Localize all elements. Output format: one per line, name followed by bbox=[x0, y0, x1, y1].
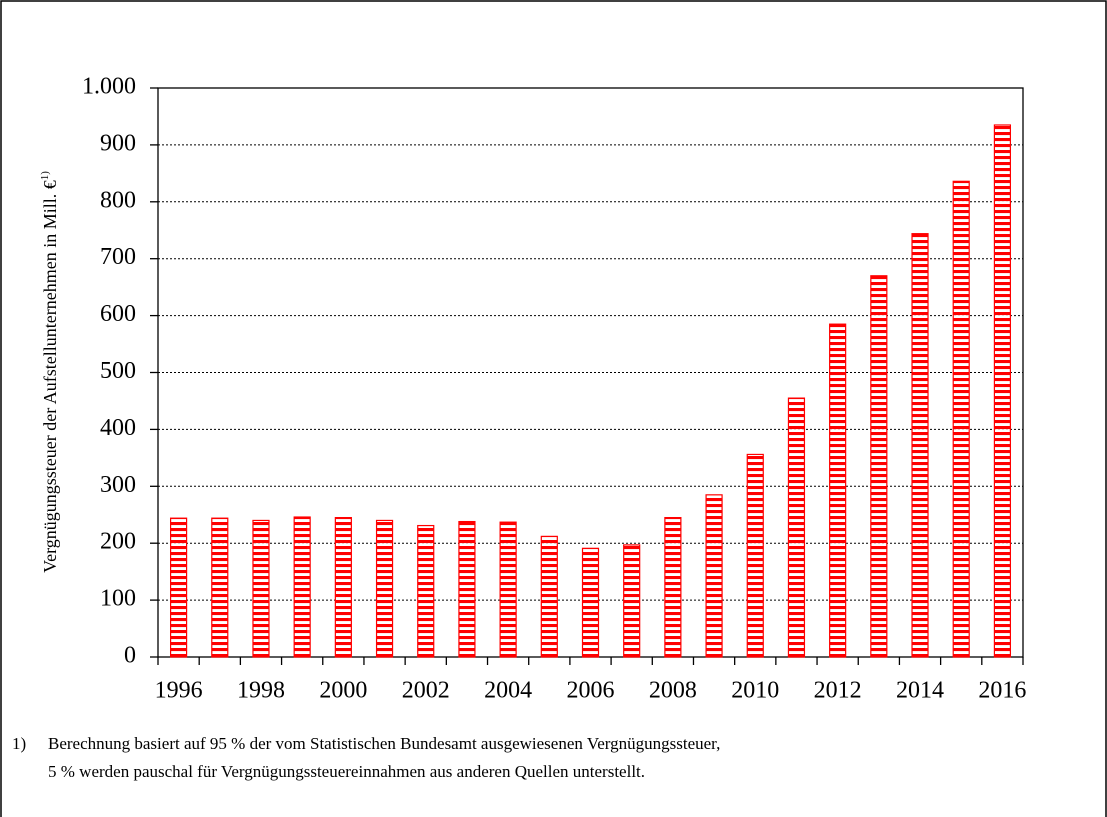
bar bbox=[746, 453, 764, 658]
bar bbox=[540, 535, 558, 658]
y-tick-label: 400 bbox=[100, 415, 136, 441]
x-tick-label: 2014 bbox=[896, 678, 944, 704]
x-tick-label: 2010 bbox=[731, 678, 779, 704]
x-tick-label: 2000 bbox=[319, 678, 367, 704]
x-tick-label: 1996 bbox=[155, 678, 203, 704]
x-tick-label: 2004 bbox=[484, 678, 532, 704]
footnote-line: 5 % werden pauschal für Vergnügungssteue… bbox=[48, 762, 645, 781]
bar bbox=[211, 517, 229, 658]
bar bbox=[952, 180, 970, 658]
y-label-note: 1) bbox=[39, 171, 51, 181]
y-tick-label: 900 bbox=[100, 130, 136, 156]
bar bbox=[334, 516, 352, 658]
bar bbox=[623, 544, 641, 658]
y-tick-label: 0 bbox=[124, 643, 136, 669]
x-tick-label: 2012 bbox=[814, 678, 862, 704]
x-tick-label: 2008 bbox=[649, 678, 697, 704]
y-tick-label: 100 bbox=[100, 586, 136, 612]
y-tick-label: 500 bbox=[100, 358, 136, 384]
y-tick-label: 200 bbox=[100, 529, 136, 555]
bar bbox=[499, 521, 517, 658]
bar bbox=[169, 517, 188, 658]
bar bbox=[664, 516, 682, 658]
y-axis-label: Vergnügungssteuer der Aufstellunternehme… bbox=[39, 171, 61, 573]
x-tick-label: 2006 bbox=[567, 678, 615, 704]
bar bbox=[705, 494, 723, 658]
y-tick-label: 800 bbox=[100, 187, 136, 213]
x-tick-label: 2002 bbox=[402, 678, 450, 704]
x-tick-label: 2016 bbox=[978, 678, 1026, 704]
y-tick-label: 600 bbox=[100, 301, 136, 327]
footnote-line: Berechnung basiert auf 95 % der vom Stat… bbox=[48, 734, 720, 753]
bar bbox=[870, 275, 888, 658]
bar bbox=[829, 323, 847, 658]
bar bbox=[581, 547, 600, 658]
bar bbox=[911, 233, 929, 658]
bar bbox=[993, 124, 1012, 658]
y-tick-label: 300 bbox=[100, 472, 136, 498]
y-label-text: Vergnügungssteuer der Aufstellunternehme… bbox=[40, 180, 60, 573]
bar bbox=[458, 520, 476, 658]
x-tick-label: 1998 bbox=[237, 678, 285, 704]
y-tick-label: 700 bbox=[100, 244, 136, 270]
bar bbox=[293, 516, 311, 658]
footnote-marker: 1) bbox=[12, 734, 26, 753]
bar bbox=[787, 397, 806, 658]
bar bbox=[375, 519, 394, 658]
y-tick-label: 1.000 bbox=[82, 74, 136, 100]
bar bbox=[252, 519, 270, 658]
bar bbox=[417, 524, 435, 658]
